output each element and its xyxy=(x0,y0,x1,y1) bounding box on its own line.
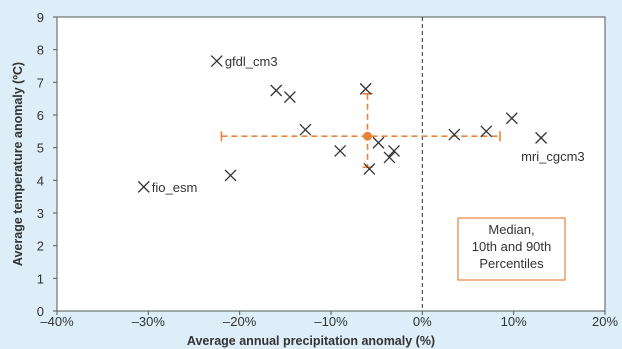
x-axis-ticks: –40% –30% –20% –10% 0% 10% 20% xyxy=(40,311,618,329)
legend-line: 10th and 90th xyxy=(472,239,552,254)
data-point-stroke xyxy=(224,169,237,182)
data-point-stroke xyxy=(448,128,461,141)
data-point xyxy=(505,112,518,125)
data-point-stroke xyxy=(299,123,312,136)
data-point-stroke xyxy=(535,131,548,144)
data-point xyxy=(388,144,400,157)
data-point-stroke xyxy=(334,144,347,157)
y-tick-label: 9 xyxy=(37,10,44,25)
data-point xyxy=(334,144,347,157)
point-label: fio_esm xyxy=(152,180,198,195)
data-point xyxy=(270,84,283,97)
data-point-stroke xyxy=(383,151,396,164)
data-point-stroke xyxy=(388,144,400,157)
data-point: mri_cgcm3 xyxy=(521,131,585,164)
legend-box xyxy=(457,217,566,281)
y-tick-label: 4 xyxy=(37,173,44,188)
data-point-stroke xyxy=(359,82,372,95)
y-tick-label: 6 xyxy=(37,108,44,123)
y-axis-title: Average temperature anomaly (ºC) xyxy=(11,62,25,266)
y-tick-label: 2 xyxy=(37,239,44,254)
data-point-stroke xyxy=(480,125,493,138)
data-point-stroke xyxy=(210,55,223,68)
x-tick-label: –10% xyxy=(314,314,348,329)
data-point-stroke xyxy=(505,112,518,125)
data-point xyxy=(359,82,372,95)
y-tick-label: 0 xyxy=(37,304,44,319)
data-point-stroke xyxy=(283,91,296,103)
point-label: mri_cgcm3 xyxy=(521,149,585,164)
data-point xyxy=(283,91,296,103)
data-point xyxy=(448,128,461,141)
point-label: gfdl_cm3 xyxy=(225,54,278,69)
x-tick-label: –40% xyxy=(40,314,74,329)
data-point xyxy=(383,151,396,164)
data-point-stroke xyxy=(363,162,376,175)
x-tick-label: –30% xyxy=(132,314,166,329)
median-point xyxy=(363,131,373,141)
data-point xyxy=(363,162,376,175)
data-point-stroke xyxy=(270,84,283,97)
x-tick-label: 0% xyxy=(413,314,432,329)
x-tick-label: –20% xyxy=(223,314,257,329)
y-axis-ticks: 0 1 2 3 4 5 6 7 8 9 xyxy=(37,10,57,319)
data-point-stroke xyxy=(137,180,150,193)
data-point xyxy=(224,169,237,182)
x-tick-label: 10% xyxy=(501,314,527,329)
x-tick-label: 20% xyxy=(592,314,618,329)
data-point xyxy=(480,125,493,138)
y-tick-label: 1 xyxy=(37,271,44,286)
legend-line: Median, xyxy=(488,222,534,237)
y-tick-label: 7 xyxy=(37,75,44,90)
data-point xyxy=(372,136,385,149)
data-point xyxy=(299,123,312,136)
legend-line: Percentiles xyxy=(479,256,544,271)
y-tick-label: 5 xyxy=(37,141,44,156)
data-point-stroke xyxy=(372,136,385,149)
y-tick-label: 8 xyxy=(37,43,44,58)
y-tick-label: 3 xyxy=(37,206,44,221)
x-axis-title: Average annual precipitation anomaly (%) xyxy=(187,334,435,348)
legend: Median, 10th and 90th Percentiles xyxy=(457,217,566,281)
data-point: gfdl_cm3 xyxy=(210,54,278,69)
data-points: fio_esm gfdl_cm3 mri_cgcm3 xyxy=(137,54,585,195)
data-point: fio_esm xyxy=(137,180,198,195)
